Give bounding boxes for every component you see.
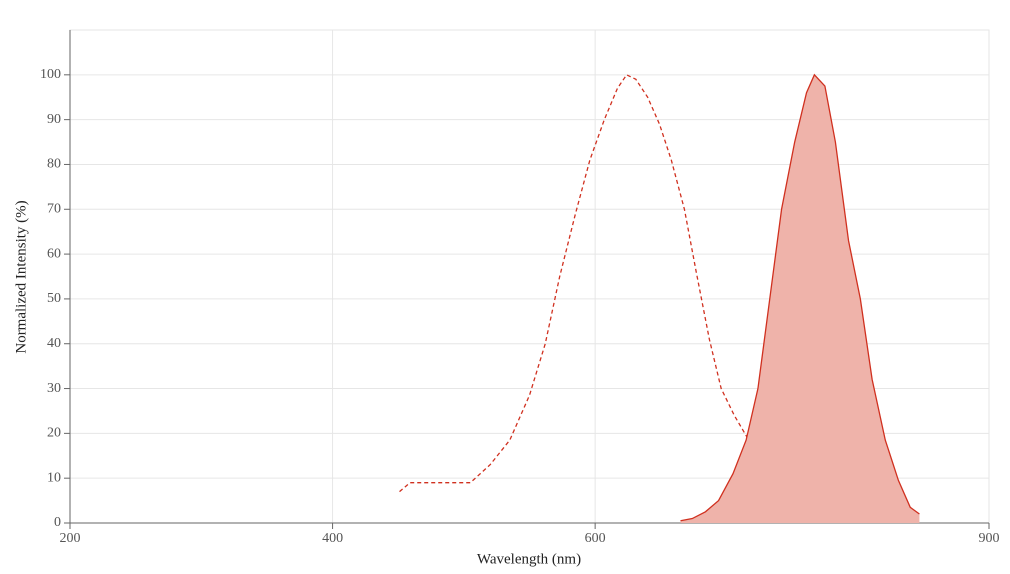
y-tick-label: 20 (47, 426, 61, 441)
y-tick-label: 0 (54, 515, 61, 530)
y-tick-label: 60 (47, 246, 61, 261)
y-tick-label: 40 (47, 336, 61, 351)
line (399, 73, 853, 520)
x-tick-label: 200 (60, 531, 81, 546)
y-tick-label: 70 (47, 201, 61, 216)
y-tick-label: 80 (47, 157, 61, 172)
y-tick-label: 30 (47, 381, 61, 396)
y-tick-label: 10 (47, 470, 61, 485)
y-tick-label: 90 (47, 112, 61, 127)
y-axis-title: Normalized Intensity (%) (13, 200, 29, 353)
y-tick-label: 100 (40, 67, 61, 82)
x-tick-label: 400 (322, 531, 343, 546)
line (680, 73, 920, 522)
x-tick-label: 600 (585, 531, 606, 546)
x-tick-label: 900 (979, 531, 1000, 546)
x-axis-title: Wavelength (nm) (477, 551, 581, 567)
area (680, 74, 920, 524)
y-tick-label: 50 (47, 291, 61, 306)
